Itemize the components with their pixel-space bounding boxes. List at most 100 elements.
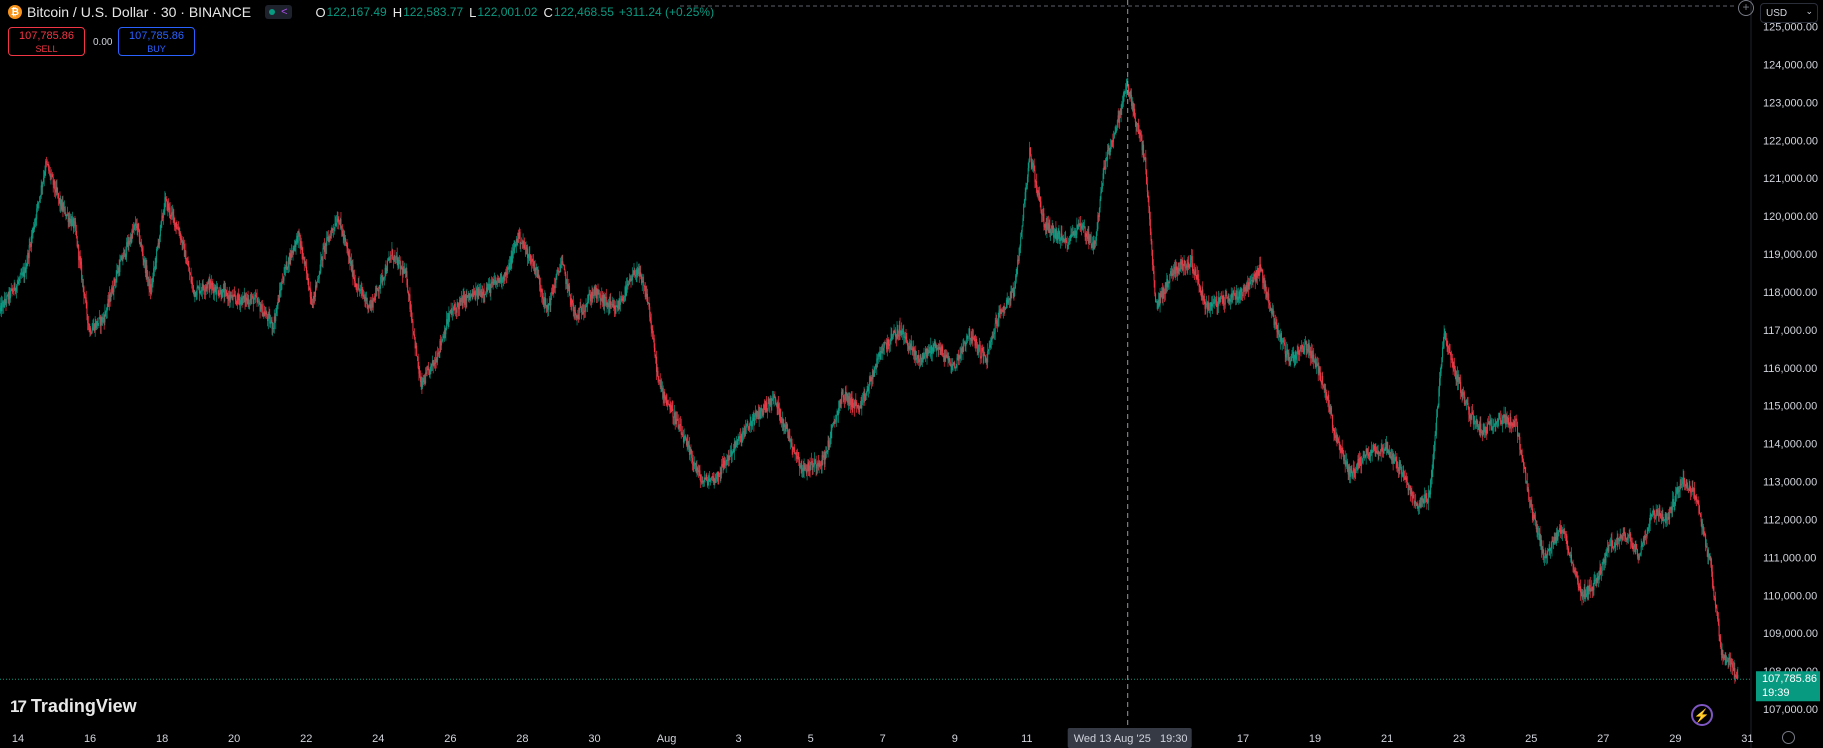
price-axis[interactable]: 125,000.00124,000.00123,000.00122,000.00… [1763, 22, 1818, 717]
candle [1452, 361, 1454, 369]
tradingview-logo[interactable]: 17 TradingView [10, 696, 137, 717]
candle [633, 270, 635, 275]
candle [774, 395, 776, 398]
candle [1624, 533, 1626, 540]
candle [1278, 330, 1280, 336]
candle [1544, 556, 1546, 558]
candle [748, 427, 750, 430]
candle [1170, 271, 1172, 276]
candle [229, 294, 231, 300]
candle [63, 207, 65, 211]
candle [419, 376, 421, 383]
candle [562, 261, 564, 265]
candle [1204, 299, 1206, 309]
candle [1329, 407, 1331, 412]
symbol-title[interactable]: Bitcoin / U.S. Dollar · 30 · BINANCE [27, 4, 252, 20]
candle [942, 355, 944, 357]
candle [1684, 480, 1686, 485]
candle [1252, 279, 1254, 283]
candle [136, 223, 138, 229]
candle [706, 475, 708, 481]
candle [394, 255, 396, 257]
candle [265, 312, 267, 315]
candle [817, 462, 819, 467]
candle [1539, 533, 1541, 547]
candle [621, 298, 623, 301]
candle [42, 178, 44, 183]
candle [1152, 249, 1154, 265]
candle [191, 282, 193, 284]
buy-button[interactable]: 107,785.86 BUY [118, 27, 195, 56]
candle [208, 280, 210, 291]
candle [658, 376, 660, 381]
candle [1433, 452, 1435, 462]
candle [821, 455, 823, 466]
candle [1533, 514, 1535, 519]
candle [239, 299, 241, 305]
candle [541, 290, 543, 296]
candle [626, 283, 628, 286]
candle [617, 305, 619, 309]
candle [285, 267, 287, 269]
candle [1487, 423, 1489, 434]
candle [904, 336, 906, 338]
candle [1114, 131, 1116, 134]
candle [332, 228, 334, 230]
candle [196, 287, 198, 296]
candle [1627, 536, 1629, 540]
candle [1316, 363, 1318, 366]
candle [374, 293, 376, 301]
sell-button[interactable]: 107,785.86 SELL [8, 27, 85, 56]
candle [231, 294, 233, 301]
candle [221, 296, 223, 298]
candle [1334, 435, 1336, 438]
candle [847, 394, 849, 403]
candle [1667, 516, 1669, 520]
candle [119, 261, 121, 272]
candle [186, 263, 188, 265]
candle [458, 305, 460, 310]
candle [1482, 429, 1484, 436]
candle [647, 302, 649, 304]
time-axis[interactable]: 14 16 18 20 22 24 26 28 30 Aug 3 5 7 9 11 17 19 21 23 25 27 2… [12, 733, 1754, 745]
candle [1308, 343, 1310, 353]
candle [996, 320, 998, 327]
symbol-legend[interactable]: ₿ Bitcoin / U.S. Dollar · 30 · BINANCE <… [8, 3, 714, 21]
candle [620, 302, 622, 305]
candle [1235, 296, 1237, 300]
candle [1379, 453, 1381, 454]
candle [953, 362, 955, 365]
candle [80, 261, 82, 265]
candle [1538, 533, 1540, 535]
candle [676, 419, 678, 421]
candle [703, 481, 705, 483]
candle [1579, 586, 1581, 593]
candle [1431, 470, 1433, 478]
candle [640, 272, 642, 276]
candle [898, 335, 900, 337]
candle [1247, 282, 1249, 290]
settings-icon[interactable] [1782, 731, 1795, 744]
candle [853, 402, 855, 408]
candle [1442, 342, 1444, 348]
candle [718, 476, 720, 477]
candle [1145, 157, 1147, 171]
add-plus-icon[interactable]: + [1738, 0, 1754, 16]
candle [433, 362, 435, 366]
lightning-icon[interactable]: ⚡ [1691, 704, 1713, 726]
candle [520, 243, 522, 245]
candle [1484, 426, 1486, 433]
indicator-status[interactable]: < [265, 5, 292, 19]
candle [552, 293, 554, 294]
candle [1508, 424, 1510, 426]
candle [1575, 571, 1577, 573]
candle [1416, 504, 1418, 506]
candle [1270, 308, 1272, 311]
candle [490, 284, 492, 294]
currency-select[interactable]: USD ⌄ [1760, 3, 1818, 23]
candle [1065, 237, 1067, 241]
candle [1395, 460, 1397, 462]
candle [609, 301, 611, 308]
candle [489, 284, 491, 294]
